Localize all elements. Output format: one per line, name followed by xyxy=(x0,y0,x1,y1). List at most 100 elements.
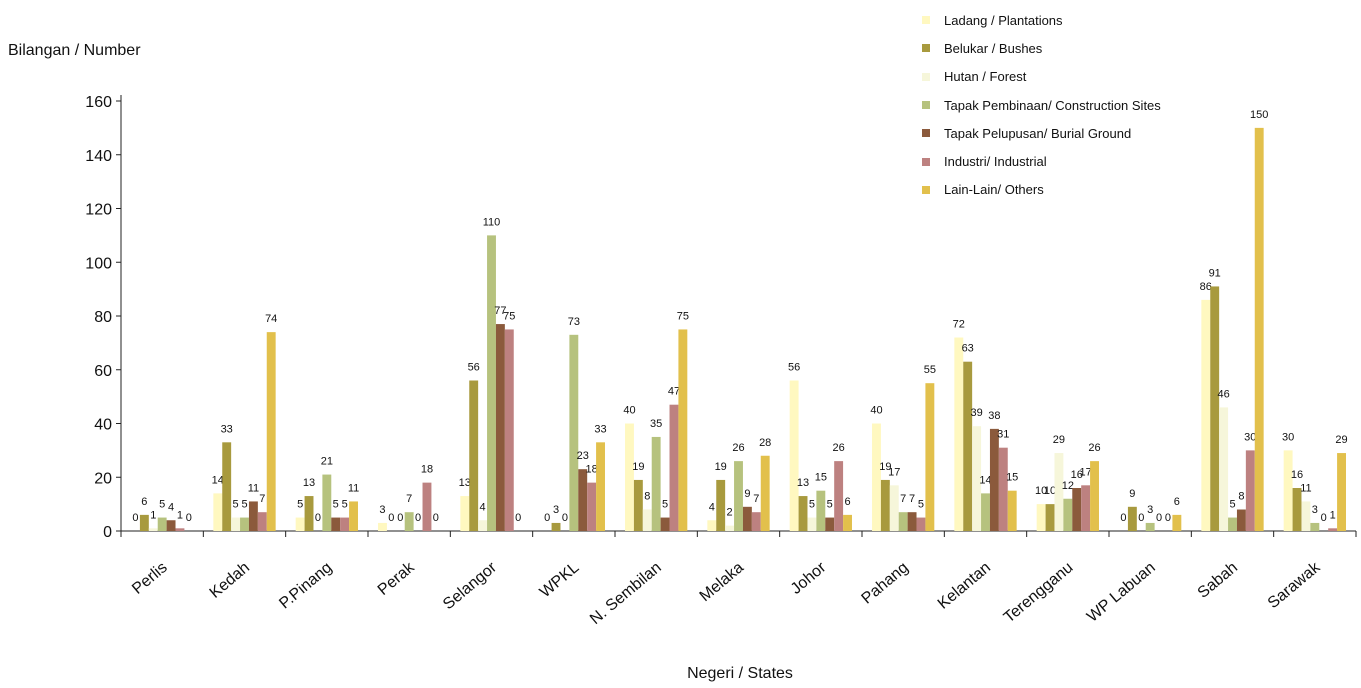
data-label: 0 xyxy=(397,512,403,524)
bar xyxy=(907,512,917,531)
bar xyxy=(1081,485,1091,531)
data-label: 19 xyxy=(632,461,644,473)
bar xyxy=(669,404,679,531)
bar xyxy=(760,455,770,531)
x-tick-label: WP Labuan xyxy=(1084,559,1159,626)
x-tick-label: Terengganu xyxy=(1001,559,1077,626)
data-label: 39 xyxy=(970,407,982,419)
data-label: 11 xyxy=(348,482,359,494)
data-label: 4 xyxy=(709,501,715,513)
bar xyxy=(1210,286,1220,531)
data-label: 6 xyxy=(141,496,147,508)
data-label: 13 xyxy=(303,477,315,489)
data-label: 7 xyxy=(900,493,906,505)
bar xyxy=(1301,501,1311,531)
data-label: 16 xyxy=(1071,469,1083,481)
bar xyxy=(725,525,735,531)
data-label: 63 xyxy=(962,343,974,355)
bar xyxy=(175,528,185,531)
bar xyxy=(378,522,387,531)
bar xyxy=(651,436,661,531)
legend-label: Lain-Lain/ Others xyxy=(944,182,1044,198)
data-label: 28 xyxy=(759,437,771,449)
legend-swatch xyxy=(922,185,930,194)
bar xyxy=(231,517,241,531)
bar xyxy=(469,380,479,531)
legend-item: Tapak Pelupusan/ Burial Ground xyxy=(922,119,1161,147)
x-tick-label: N. Sembilan xyxy=(587,559,665,628)
data-label: 0 xyxy=(1321,512,1327,524)
bar xyxy=(1063,498,1073,531)
bar xyxy=(578,469,588,531)
data-label: 3 xyxy=(1147,504,1153,516)
legend-item: Ladang / Plantations xyxy=(922,6,1161,34)
x-tick-label: WPKL xyxy=(537,559,583,601)
bar xyxy=(295,517,305,531)
data-label: 0 xyxy=(515,512,521,524)
bar xyxy=(889,485,899,531)
data-label: 5 xyxy=(342,499,348,511)
data-label: 30 xyxy=(1244,431,1256,443)
data-label: 5 xyxy=(918,499,924,511)
data-label: 0 xyxy=(433,512,439,524)
bar xyxy=(1172,514,1182,531)
bar xyxy=(240,517,249,531)
legend-swatch xyxy=(922,16,930,25)
data-label: 150 xyxy=(1250,109,1268,121)
data-label: 6 xyxy=(844,496,850,508)
data-label: 1 xyxy=(177,509,183,521)
bar xyxy=(504,329,514,531)
data-label: 0 xyxy=(388,512,394,524)
x-tick-label: Johor xyxy=(788,559,830,598)
bar xyxy=(331,517,341,531)
bar xyxy=(734,461,743,531)
legend-item: Belukar / Bushes xyxy=(922,34,1161,62)
data-label: 6 xyxy=(1174,496,1180,508)
data-label: 91 xyxy=(1209,267,1221,279)
bar xyxy=(213,493,223,531)
x-tick-label: P.Pinang xyxy=(276,559,335,612)
bar xyxy=(157,517,167,531)
data-label: 18 xyxy=(586,464,598,476)
y-tick-label: 40 xyxy=(94,417,112,434)
legend-label: Ladang / Plantations xyxy=(944,12,1063,28)
bar xyxy=(625,423,634,531)
data-label: 0 xyxy=(415,512,421,524)
bar xyxy=(816,490,826,531)
bar xyxy=(660,517,670,531)
x-tick-label: Pahang xyxy=(859,559,912,607)
x-tick-label: Selangor xyxy=(440,559,501,614)
data-label: 26 xyxy=(732,442,744,454)
bar xyxy=(1007,490,1017,531)
bar xyxy=(789,380,799,531)
data-label: 5 xyxy=(297,499,303,511)
data-label: 15 xyxy=(1006,472,1018,484)
bar xyxy=(642,509,652,531)
data-label: 73 xyxy=(568,316,580,328)
bar xyxy=(422,482,432,531)
legend: Ladang / Plantations Belukar / Bushes Huta… xyxy=(922,6,1161,204)
data-label: 12 xyxy=(1062,480,1074,492)
legend-swatch xyxy=(922,44,930,53)
x-tick-label: Melaka xyxy=(697,559,748,605)
data-label: 3 xyxy=(553,504,559,516)
data-label: 8 xyxy=(644,491,650,503)
bar xyxy=(495,324,505,531)
bar xyxy=(843,514,852,531)
bar xyxy=(1201,299,1211,531)
data-label: 17 xyxy=(888,466,900,478)
bar xyxy=(1328,528,1338,531)
bar xyxy=(1054,453,1064,531)
bar xyxy=(487,235,496,531)
x-tick-label: Perlis xyxy=(129,559,171,598)
data-label: 35 xyxy=(650,418,662,430)
y-tick-label: 20 xyxy=(94,470,112,487)
data-label: 10 xyxy=(1035,485,1047,497)
data-label: 74 xyxy=(265,313,277,325)
data-label: 75 xyxy=(677,310,689,322)
bar xyxy=(1036,504,1046,531)
data-label: 47 xyxy=(668,386,680,398)
x-tick-label: Perak xyxy=(375,558,419,599)
legend-label: Hutan / Forest xyxy=(944,69,1027,85)
data-label: 0 xyxy=(562,512,568,524)
